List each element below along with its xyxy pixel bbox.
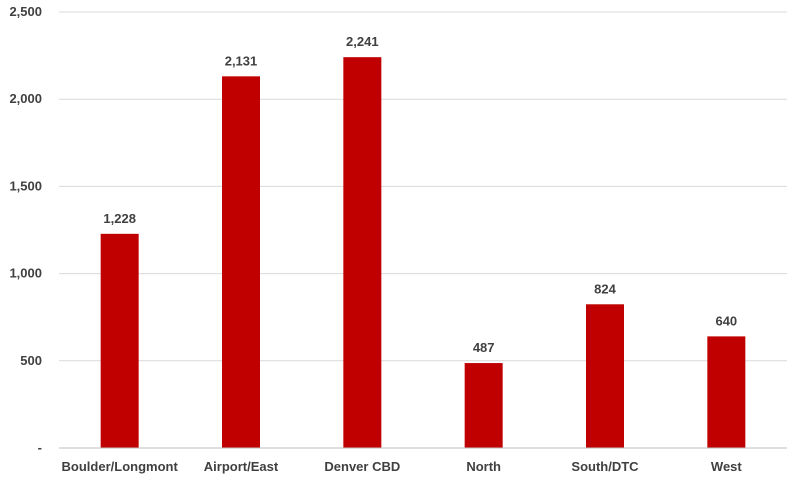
gridlines	[59, 11, 787, 362]
data-label: 824	[594, 281, 616, 296]
data-label: 487	[473, 340, 495, 355]
bar	[222, 76, 260, 448]
y-tick-label: -	[38, 440, 42, 455]
data-label: 640	[715, 313, 737, 328]
x-category-label: Denver CBD	[324, 459, 400, 474]
x-category-label: Boulder/Longmont	[62, 459, 179, 474]
bars	[100, 57, 746, 448]
x-category-label: West	[711, 459, 742, 474]
bar	[707, 336, 746, 448]
y-tick-label: 2,500	[9, 4, 42, 19]
bar	[586, 304, 624, 448]
bar	[464, 363, 503, 448]
y-tick-label: 1,500	[9, 178, 42, 193]
y-axis-tick-labels: - 500 1,000 1,500 2,000 2,500	[9, 4, 42, 455]
x-category-label: Airport/East	[204, 459, 279, 474]
y-tick-label: 2,000	[9, 91, 42, 106]
data-labels: 1,228 2,131 2,241 487 824 640	[103, 34, 737, 355]
y-tick-label: 500	[20, 353, 42, 368]
bar	[343, 57, 382, 448]
data-label: 2,241	[346, 34, 379, 49]
y-tick-label: 1,000	[9, 266, 42, 281]
data-label: 1,228	[103, 211, 136, 226]
x-category-label: South/DTC	[571, 459, 639, 474]
x-category-label: North	[466, 459, 501, 474]
bar	[100, 233, 139, 448]
data-label: 2,131	[225, 53, 258, 68]
x-axis-category-labels: Boulder/Longmont Airport/East Denver CBD No…	[62, 459, 743, 474]
